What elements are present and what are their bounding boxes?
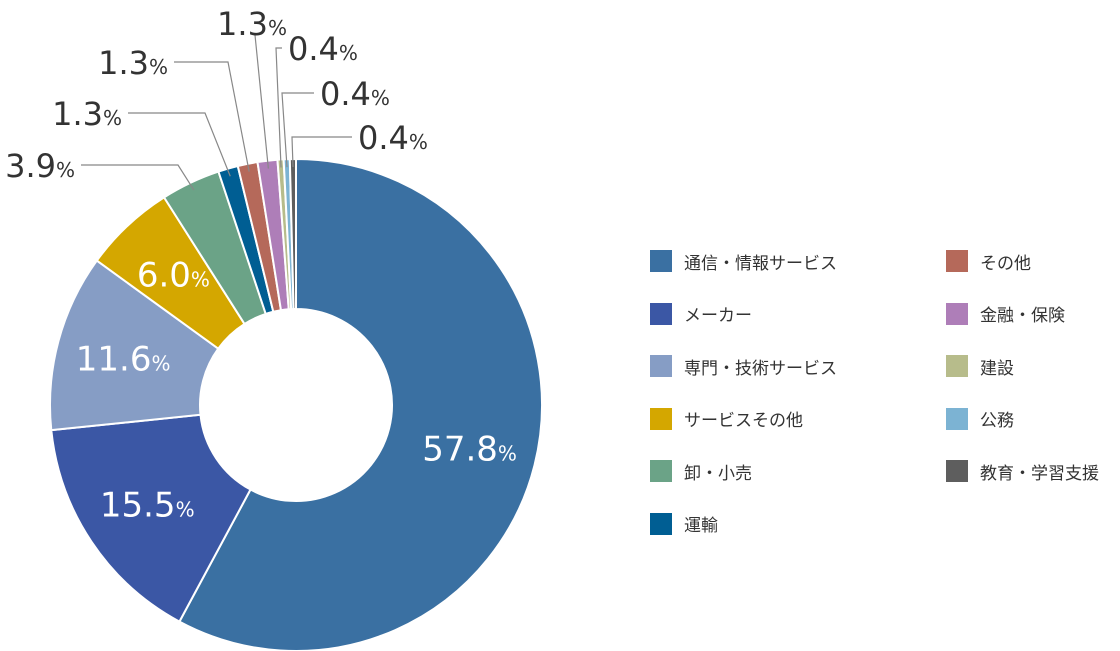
legend-item-4: サービスその他 [650,406,803,432]
slice-1-value-label: 57.8% [422,430,517,470]
slice-6-leader-line [128,112,231,177]
slice-11-value-label: 0.4% [358,119,428,157]
legend-swatch [650,407,672,430]
slice-10-leader-line [281,92,314,168]
legend-label: 専門・技術サービス [684,358,837,379]
legend-label: 運輸 [684,516,718,536]
slice-5-leader-line [81,164,195,191]
slice-9-value-label: 0.4% [288,30,358,68]
legend-label: 卸・小売 [684,463,752,484]
legend-item-3: 専門・技術サービス [650,353,837,379]
slice-11-leader-line [291,136,352,168]
legend-swatch [650,250,672,272]
slice-3-value-label: 11.6% [76,340,171,380]
legend-swatch [946,460,968,482]
slice-10-value-label: 0.4% [320,75,390,113]
slice-2-value-label: 15.5% [100,486,195,526]
slice-6-value-label: 1.3% [52,95,122,133]
legend-item-2: メーカー [650,301,752,327]
legend-swatch [946,302,968,325]
legend-item-6: 運輸 [650,511,718,537]
slice-7-value-label: 1.3% [98,44,168,82]
legend-item-11: 教育・学習支援 [946,458,1099,484]
slice-3-wedge [49,259,220,432]
data-labels: 57.8%15.5%11.6%6.0%3.9%1.3%1.3%1.3%0.4%0… [5,5,517,526]
legend-swatch [946,250,968,272]
legend-label: 公務 [980,411,1014,431]
legend-label: メーカー [684,306,752,326]
legend: 通信・情報サービス メーカー専門・技術サービス サービスその他 卸・小売運輸 その他金融… [650,248,1120,548]
slice-11-wedge [288,157,297,311]
slice-1-wedge [178,157,543,651]
slice-8-leader-line [254,34,269,169]
legend-item-1: 通信・情報サービス [650,248,837,274]
legend-label: その他 [980,253,1031,274]
legend-item-9: 建設 [946,353,1014,379]
slice-7-leader-line [174,61,250,172]
legend-swatch [946,355,968,377]
legend-swatch [650,302,672,325]
legend-label: サービスその他 [684,411,803,431]
legend-swatch [650,355,672,377]
legend-swatch [650,460,672,482]
legend-item-8: 金融・保険 [946,301,1065,327]
legend-label: 建設 [980,358,1014,379]
legend-item-7: その他 [946,248,1031,274]
legend-label: 教育・学習支援 [980,463,1099,484]
legend-label: 通信・情報サービス [684,253,837,274]
slice-4-value-label: 6.0% [137,256,210,296]
slice-5-value-label: 3.9% [5,147,75,185]
slice-8-value-label: 1.3% [217,5,287,43]
slice-9-leader-line [275,47,282,168]
legend-item-5: 卸・小売 [650,458,752,484]
donut-slices [49,157,543,651]
legend-item-10: 公務 [946,406,1014,432]
legend-swatch [650,512,672,535]
leader-lines [81,34,352,191]
legend-swatch [946,407,968,430]
legend-label: 金融・保険 [980,306,1065,326]
slice-2-wedge [50,413,252,623]
